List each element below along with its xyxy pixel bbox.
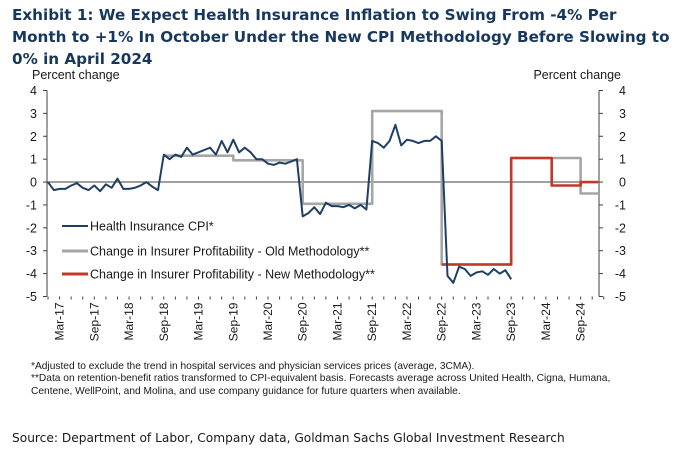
x-tick-label: Mar-18 (122, 302, 136, 340)
left-y-tick-label: 3 (30, 107, 37, 121)
legend-label: Change in Insurer Profitability - New Me… (90, 268, 375, 282)
legend-label: Health Insurance CPI* (90, 220, 214, 234)
right-y-tick-label: 4 (619, 84, 626, 98)
x-axis: Mar-17 Sep-17 Mar-18 Sep-18 Mar-19 Sep-19 Mar-… (47, 296, 605, 341)
left-y-tick-label: -1 (26, 198, 37, 212)
x-tick-label: Sep-24 (574, 302, 588, 341)
series-line-2 (441, 156, 598, 266)
left-y-tick-label: -2 (26, 221, 37, 235)
x-tick-label: Sep-21 (365, 302, 379, 341)
x-tick-label: Sep-18 (157, 302, 171, 341)
right-axis-label: Percent change (533, 68, 621, 82)
right-y-tick-label: -4 (615, 267, 626, 281)
right-y-tick-label: -3 (615, 244, 626, 258)
x-tick-label: Sep-23 (504, 302, 518, 341)
legend: Health Insurance CPI* Change in Insurer P… (62, 220, 375, 282)
x-tick-label: Mar-23 (469, 302, 483, 340)
plot-frame (46, 90, 600, 297)
left-y-tick-label: 2 (30, 130, 37, 144)
left-y-tick-label: 4 (30, 84, 37, 98)
chart-title: Exhibit 1: We Expect Health Insurance In… (12, 6, 670, 68)
left-y-tick-label: -5 (26, 290, 37, 304)
legend-label: Change in Insurer Profitability - Old Me… (90, 245, 369, 259)
x-tick-label: Sep-20 (296, 302, 310, 341)
x-tick-label: Mar-22 (400, 302, 414, 340)
x-tick-label: Sep-22 (435, 302, 449, 341)
right-y-tick-label: -5 (615, 290, 626, 304)
right-y-tick-label: -2 (615, 221, 626, 235)
right-y-tick-label: 1 (619, 153, 626, 167)
x-tick-label: Sep-19 (226, 302, 240, 341)
right-y-tick-label: 0 (619, 176, 626, 190)
x-tick-label: Mar-17 (53, 302, 67, 340)
left-y-axis: 4 3 2 1 0 -1 -2 -3 -4 -5 (26, 84, 47, 304)
series-line-0 (47, 123, 513, 284)
x-tick-label: Sep-17 (87, 302, 101, 341)
series-layer (47, 109, 598, 284)
left-y-tick-label: -4 (26, 267, 37, 281)
left-y-tick-label: -3 (26, 244, 37, 258)
footnote-retention: **Data on retention-benefit ratios trans… (31, 373, 611, 397)
right-y-tick-label: -1 (615, 198, 626, 212)
series-line-1 (163, 109, 598, 266)
footnotes: *Adjusted to exclude the trend in hospit… (31, 361, 631, 398)
footnote-adjusted: *Adjusted to exclude the trend in hospit… (31, 361, 475, 372)
x-tick-label: Mar-24 (539, 302, 553, 340)
left-y-tick-label: 1 (30, 153, 37, 167)
source-note: Source: Department of Labor, Company dat… (12, 431, 565, 445)
right-y-axis: 4 3 2 1 0 -1 -2 -3 -4 -5 (599, 84, 626, 304)
x-tick-label: Mar-20 (261, 302, 275, 340)
right-y-tick-label: 3 (619, 107, 626, 121)
left-y-tick-label: 0 (30, 176, 37, 190)
left-axis-label: Percent change (32, 68, 120, 82)
x-tick-label: Mar-19 (192, 302, 206, 340)
right-y-tick-label: 2 (619, 130, 626, 144)
x-tick-label: Mar-21 (330, 302, 344, 340)
